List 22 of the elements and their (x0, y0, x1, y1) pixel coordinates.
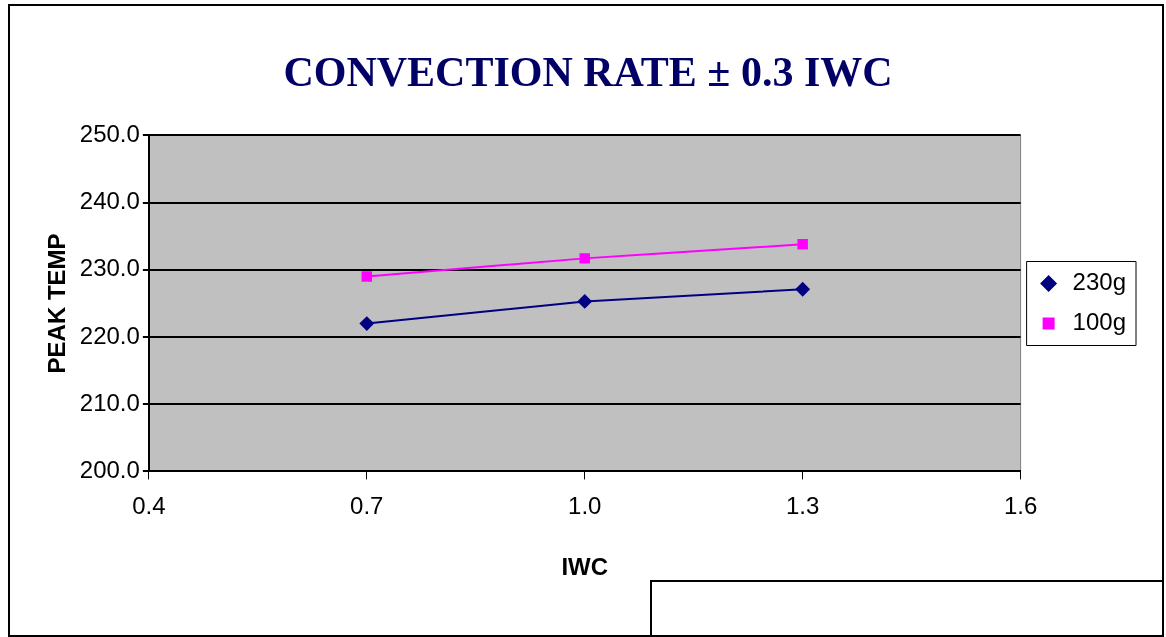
y-tick-label: 200.0 (79, 456, 140, 484)
legend-label: 230g (1072, 268, 1126, 296)
point (795, 282, 810, 297)
x-axis-title: IWC (561, 553, 609, 581)
x-tick-label: 0.4 (132, 492, 166, 520)
x-tick-label: 1.3 (785, 492, 820, 520)
point (797, 239, 808, 250)
y-tick-label: 230.0 (79, 254, 140, 282)
y-tick-label: 210.0 (79, 388, 140, 416)
y-tick-label: 250.0 (79, 120, 140, 148)
x-tick-label: 1.6 (1003, 492, 1038, 520)
x-tick-label: 1.0 (568, 492, 602, 520)
point (579, 253, 590, 264)
point (359, 316, 374, 331)
point (361, 271, 373, 282)
point (577, 294, 592, 309)
x-tick-label: 0.7 (350, 492, 384, 520)
y-axis-title: PEAK TEMP (43, 233, 71, 374)
y-tick-label: 220.0 (79, 321, 140, 349)
chart-title: CONVECTION RATE ± 0.3 IWC (283, 49, 893, 96)
y-tick-label: 240.0 (79, 187, 140, 215)
legend-label: 100g (1072, 308, 1126, 336)
